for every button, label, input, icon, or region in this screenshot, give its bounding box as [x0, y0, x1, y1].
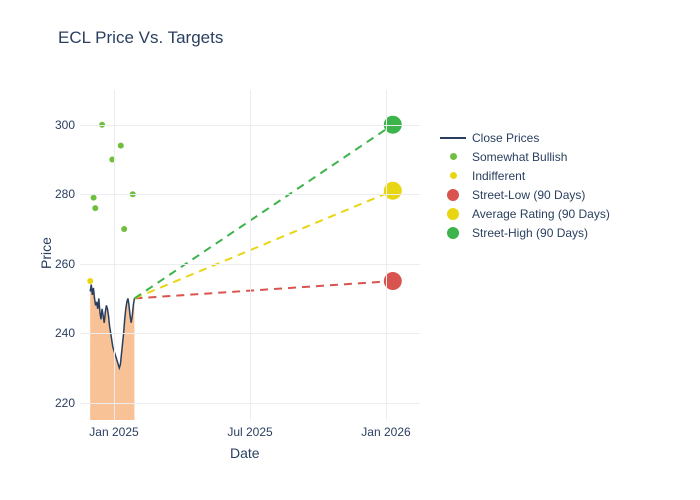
y-tick-label: 280	[35, 187, 75, 201]
y-tick-label: 260	[35, 257, 75, 271]
target-line-average	[134, 191, 392, 299]
indifferent-point	[87, 278, 93, 284]
legend-item[interactable]: Somewhat Bullish	[440, 147, 610, 166]
legend-dot-swatch	[440, 172, 466, 179]
legend-item[interactable]: Street-Low (90 Days)	[440, 185, 610, 204]
grid-line-v	[386, 90, 387, 420]
bullish-point	[91, 195, 97, 201]
target-line-street_low	[134, 281, 392, 298]
x-tick-label: Jan 2026	[356, 425, 416, 439]
legend-dot-icon	[450, 153, 457, 160]
legend-dot-swatch	[440, 189, 466, 201]
legend-dot-icon	[450, 172, 457, 179]
legend-item[interactable]: Street-High (90 Days)	[440, 223, 610, 242]
legend-item[interactable]: Indifferent	[440, 166, 610, 185]
x-axis-label: Date	[230, 445, 260, 461]
legend-label: Street-Low (90 Days)	[472, 188, 585, 202]
legend-label: Street-High (90 Days)	[472, 226, 588, 240]
legend-dot-swatch	[440, 208, 466, 220]
target-line-street_high	[134, 125, 392, 299]
legend-label: Average Rating (90 Days)	[472, 207, 610, 221]
bullish-point	[118, 143, 124, 149]
legend-item[interactable]: Close Prices	[440, 128, 610, 147]
y-tick-label: 300	[35, 118, 75, 132]
legend-item[interactable]: Average Rating (90 Days)	[440, 204, 610, 223]
x-tick-label: Jul 2025	[220, 425, 280, 439]
legend-line-swatch	[440, 137, 466, 139]
chart-container: ECL Price Vs. Targets Price Date Close P…	[0, 0, 700, 500]
legend-label: Somewhat Bullish	[472, 150, 567, 164]
legend-dot-swatch	[440, 153, 466, 160]
chart-title: ECL Price Vs. Targets	[58, 28, 223, 48]
legend-label: Close Prices	[472, 131, 539, 145]
legend: Close Prices Somewhat Bullish Indifferent S…	[440, 128, 610, 242]
legend-label: Indifferent	[472, 169, 525, 183]
legend-dot-swatch	[440, 227, 466, 239]
y-tick-label: 220	[35, 396, 75, 410]
bullish-point	[121, 226, 127, 232]
plot-area	[80, 90, 420, 420]
x-tick-label: Jan 2025	[84, 425, 144, 439]
grid-line-v	[250, 90, 251, 420]
y-tick-label: 240	[35, 326, 75, 340]
legend-dot-icon	[447, 189, 459, 201]
grid-line-v	[114, 90, 115, 420]
legend-dot-icon	[447, 208, 459, 220]
legend-dot-icon	[447, 227, 459, 239]
bullish-point	[92, 205, 98, 211]
